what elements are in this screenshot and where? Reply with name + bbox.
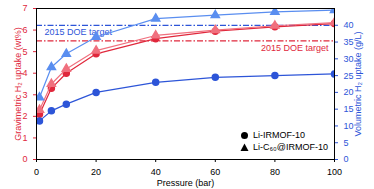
svg-text:Pressure (bar): Pressure (bar): [157, 178, 215, 188]
svg-text:100: 100: [327, 167, 342, 177]
svg-text:1: 1: [22, 133, 27, 143]
svg-text:4: 4: [22, 68, 27, 78]
svg-text:60: 60: [210, 167, 220, 177]
svg-text:20: 20: [91, 167, 101, 177]
svg-text:2015 DOE target: 2015 DOE target: [44, 27, 112, 38]
svg-text:10: 10: [343, 120, 354, 131]
svg-text:40: 40: [151, 167, 161, 177]
svg-text:3: 3: [22, 90, 27, 100]
svg-text:7: 7: [22, 3, 27, 13]
svg-text:30: 30: [343, 53, 354, 64]
svg-text:2: 2: [22, 111, 27, 121]
svg-text:15: 15: [343, 104, 354, 114]
svg-text:Gravimetric H₂ uptake (wt%): Gravimetric H₂ uptake (wt%): [13, 27, 23, 141]
svg-text:25: 25: [343, 70, 354, 81]
svg-text:35: 35: [343, 36, 354, 47]
svg-text:2015 DOE target: 2015 DOE target: [261, 43, 329, 53]
svg-text:0: 0: [22, 154, 27, 164]
svg-text:5: 5: [344, 138, 349, 148]
svg-text:0: 0: [344, 154, 349, 164]
svg-text:Volumetric H₂ uptake (g/L): Volumetric H₂ uptake (g/L): [353, 31, 363, 136]
svg-text:0: 0: [34, 167, 39, 177]
html-text:Li-C₆₀@IRMOF-10: Li-C₆₀@IRMOF-10: [253, 142, 328, 152]
svg-text:20: 20: [343, 87, 354, 98]
svg-text:80: 80: [270, 167, 280, 177]
svg-text:5: 5: [22, 47, 27, 57]
html-text:Li-IRMOF-10: Li-IRMOF-10: [253, 130, 305, 140]
svg-text:40: 40: [344, 20, 354, 30]
svg-text:6: 6: [22, 25, 27, 35]
